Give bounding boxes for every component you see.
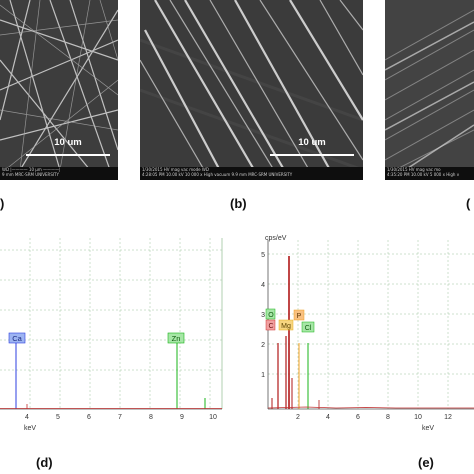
panel-label-b: (b) (230, 196, 247, 211)
xtick-d: 5 (56, 414, 60, 421)
scale-bar-line (270, 154, 354, 156)
peak-label-ca: Ca (12, 334, 22, 343)
peak-label-zn: Zn (172, 334, 181, 343)
panel-label-d: (d) (36, 455, 53, 470)
xtick-d: 8 (149, 414, 153, 421)
xlabel-e: keV (422, 425, 434, 432)
eds-spectrum-e: cps/eV 1 2 3 4 5 O C Mg P (256, 228, 474, 438)
xtick-e: 10 (414, 414, 422, 421)
scale-bar-label: 10 um (298, 137, 326, 148)
yunit-e: cps/eV (265, 235, 287, 242)
xtick-e: 8 (386, 414, 390, 421)
tag-c: C (268, 323, 273, 330)
sem-image-a: 10 um WD |———— 10 µm ————| 9 mm MRC-SRM … (0, 0, 118, 180)
xtick-e: 6 (356, 414, 360, 421)
spectrum-e (267, 256, 474, 409)
xtick-e: 12 (444, 414, 452, 421)
sem-fibers-b (140, 0, 363, 180)
xtick-d: 4 (25, 414, 29, 421)
panel-label-a: ) (0, 196, 5, 211)
xlabel-d: keV (24, 425, 36, 432)
ytick-e: 5 (261, 252, 265, 259)
sem-footer-a: WD |———— 10 µm ————| 9 mm MRC-SRM UNIVER… (0, 167, 118, 180)
tag-p: P (297, 313, 302, 320)
sem-footer-b: 1/30/2015 HV mag vac mode WD 4:28:05 PM … (140, 167, 363, 180)
tag-o: O (268, 312, 274, 319)
tag-mg: Mg (281, 323, 291, 330)
ytick-e: 3 (261, 312, 265, 319)
ytick-e: 1 (261, 372, 265, 379)
eds-spectrum-d: Ca Zn 4 5 6 7 8 9 10 keV (0, 228, 228, 438)
eds-plot-e: cps/eV 1 2 3 4 5 O C Mg P (261, 235, 474, 432)
sem-image-c: 1/30/2015 HV mag vac mo 4:35:20 PM 10.00… (385, 0, 474, 180)
panel-label-e: (e) (418, 455, 434, 470)
ytick-e: 4 (261, 282, 265, 289)
scale-bar-label: 10 um (54, 137, 82, 148)
ytick-e: 2 (261, 342, 265, 349)
xtick-e: 4 (326, 414, 330, 421)
sem-image-b: 10 um 1/30/2015 HV mag vac mode WD 4:28:… (140, 0, 363, 180)
tag-cl: Cl (305, 325, 312, 332)
xtick-d: 7 (118, 414, 122, 421)
xtick-d: 6 (87, 414, 91, 421)
scale-bar-line (26, 154, 110, 156)
sem-fibers-c (385, 0, 474, 180)
peak-ca: Ca (8, 332, 26, 409)
peak-zn: Zn (167, 332, 206, 409)
xtick-d: 10 (209, 414, 217, 421)
sem-fibers-a (0, 0, 118, 180)
panel-label-c: ( (466, 196, 471, 211)
eds-plot-d: Ca Zn 4 5 6 7 8 9 10 keV (0, 238, 223, 432)
xtick-d: 9 (180, 414, 184, 421)
xtick-e: 2 (296, 414, 300, 421)
sem-footer-c: 1/30/2015 HV mag vac mo 4:35:20 PM 10.00… (385, 167, 474, 180)
